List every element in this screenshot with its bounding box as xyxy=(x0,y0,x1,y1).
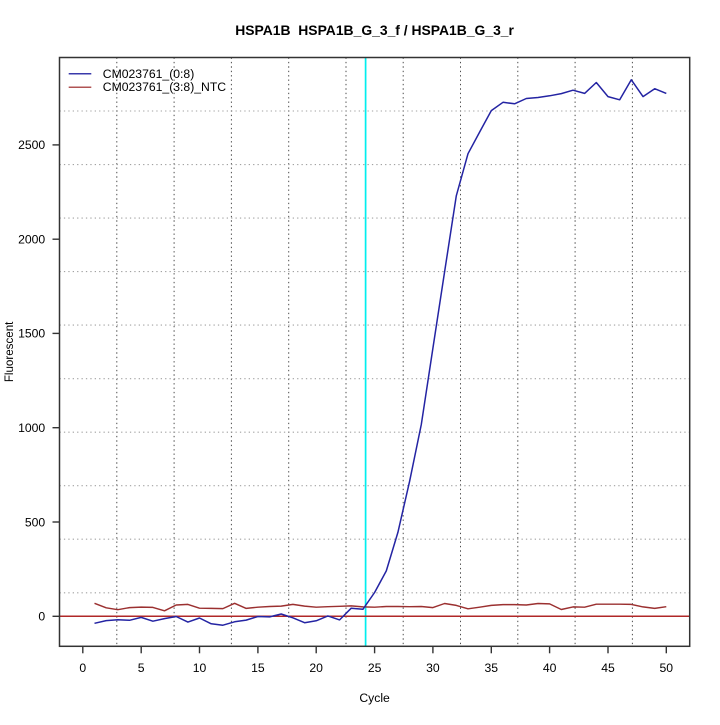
svg-text:0: 0 xyxy=(79,661,86,675)
svg-text:10: 10 xyxy=(193,661,207,675)
svg-text:20: 20 xyxy=(309,661,323,675)
svg-text:15: 15 xyxy=(251,661,265,675)
svg-text:25: 25 xyxy=(368,661,382,675)
svg-text:HSPA1B HSPA1B_G_3_f / HSPA1B_: HSPA1B HSPA1B_G_3_f / HSPA1B_G_3_r xyxy=(235,22,514,38)
svg-text:Cycle: Cycle xyxy=(359,691,390,705)
svg-text:50: 50 xyxy=(660,661,674,675)
svg-text:0: 0 xyxy=(38,610,45,624)
svg-text:1000: 1000 xyxy=(18,421,45,435)
svg-text:CM023761_(3:8)_NTC: CM023761_(3:8)_NTC xyxy=(103,80,226,94)
svg-text:2000: 2000 xyxy=(18,233,45,247)
svg-text:Fluorescent: Fluorescent xyxy=(3,321,16,382)
svg-text:500: 500 xyxy=(25,515,46,529)
svg-text:CM023761_(0:8): CM023761_(0:8) xyxy=(103,67,194,81)
svg-text:40: 40 xyxy=(543,661,557,675)
svg-text:35: 35 xyxy=(485,661,499,675)
svg-text:45: 45 xyxy=(601,661,615,675)
svg-text:2500: 2500 xyxy=(18,138,45,152)
svg-text:5: 5 xyxy=(138,661,145,675)
svg-text:1500: 1500 xyxy=(18,327,45,341)
svg-text:30: 30 xyxy=(426,661,440,675)
